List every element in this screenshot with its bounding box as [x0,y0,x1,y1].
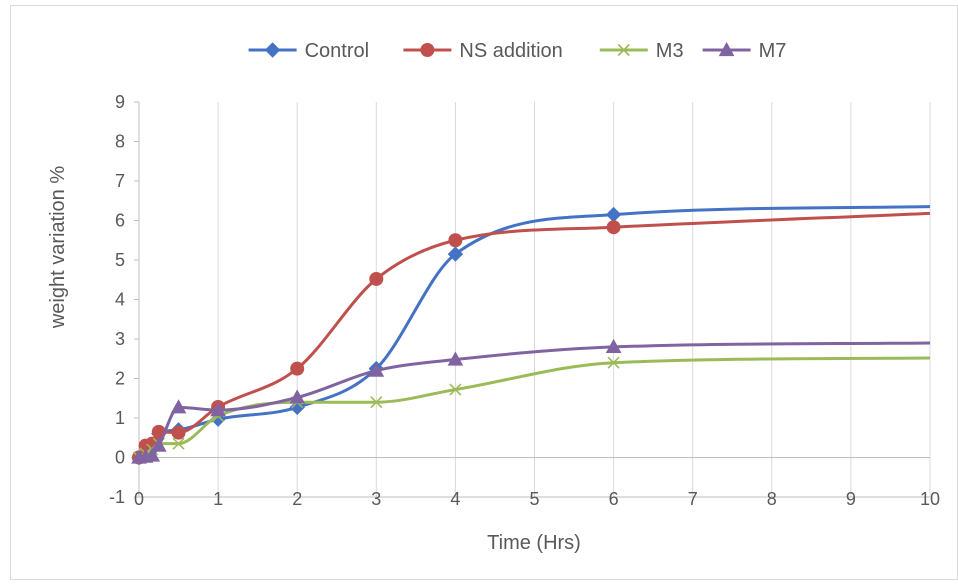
legend-item-m7: M7 [702,40,787,62]
x-tick-label: 0 [134,489,144,509]
legend-marker-ns-addition [420,43,435,57]
x-tick-label: 6 [609,489,619,509]
series-m3 [132,356,931,464]
legend-label-m3: M3 [656,40,684,62]
data-point-ns-addition [171,425,186,440]
data-point-control [605,206,622,223]
series-m7 [131,338,931,464]
x-tick-label: 8 [767,489,777,509]
grid-layer [138,102,931,497]
data-point-m7 [170,399,187,414]
data-point-m3 [607,356,620,369]
chart-frame: -1 0 1 2 3 4 5 6 7 8 9 0 1 2 3 4 5 6 7 8 9 10 Control NS addit… [10,5,958,580]
y-tick-label: 3 [115,329,125,349]
legend-marker-m3 [617,43,630,57]
data-point-ns-addition [369,271,384,286]
x-tick-label: 7 [688,489,698,509]
data-point-m3 [172,437,185,450]
data-point-ns-addition [290,361,305,376]
legend-item-control: Control [248,40,369,62]
y-tick-label: 8 [115,132,125,152]
x-tick-label: 2 [292,489,302,509]
data-point-control [289,399,305,416]
x-tick-label: 10 [920,489,940,509]
y-axis-title: weight variation % [47,166,69,330]
data-point-m7 [289,389,306,404]
legend: Control NS addition M3 M7 [248,40,787,62]
data-point-ns-addition [448,233,463,248]
y-tick-label: 6 [115,211,125,231]
data-point-m7 [150,437,167,452]
axis-layer: -1 0 1 2 3 4 5 6 7 8 9 0 1 2 3 4 5 6 7 8 9 10 [109,92,940,509]
x-tick-label: 4 [450,489,460,509]
data-point-ns-addition [606,220,621,235]
data-point-m7 [605,338,622,353]
x-tick-label: 5 [529,489,539,509]
y-tick-label: 9 [115,92,125,112]
y-tick-label: 5 [115,250,125,270]
legend-label-control: Control [305,40,369,62]
series-control [131,205,931,466]
legend-item-ns-addition: NS addition [403,40,563,62]
y-tick-label: 7 [115,171,125,191]
x-tick-label: 3 [371,489,381,509]
x-tick-label: 9 [846,489,856,509]
x-axis-title: Time (Hrs) [487,532,581,554]
y-tick-label: 4 [115,290,125,310]
legend-marker-m7 [718,41,735,57]
y-tick-label: -1 [109,487,125,507]
line-chart: -1 0 1 2 3 4 5 6 7 8 9 0 1 2 3 4 5 6 7 8 9 10 Control NS addit… [47,40,940,554]
data-point-m3 [370,396,383,409]
data-point-control [447,246,464,262]
legend-label-m7: M7 [759,40,787,62]
y-tick-label: 0 [115,448,125,468]
legend-label-ns-addition: NS addition [459,40,562,62]
legend-item-m3: M3 [599,40,684,62]
data-point-m7 [210,402,226,417]
series-layer [131,205,931,466]
legend-marker-control [264,42,281,58]
data-point-m7 [368,362,385,377]
x-tick-label: 1 [213,489,223,509]
y-tick-label: 2 [115,369,125,389]
series-ns-addition [132,211,931,465]
y-tick-label: 1 [115,408,125,428]
data-point-m3 [449,383,462,396]
data-point-m7 [447,351,464,366]
data-point-m7 [144,447,161,462]
